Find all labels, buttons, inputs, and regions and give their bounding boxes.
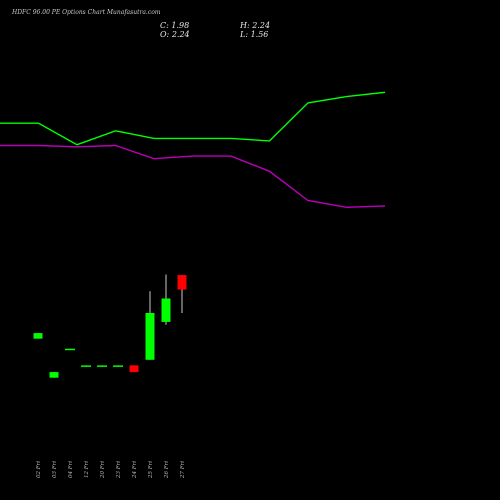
- candle-1: [33, 333, 43, 339]
- candle-10: [177, 275, 187, 313]
- high-label: H:: [240, 21, 250, 30]
- candle-body: [161, 298, 171, 322]
- candle-body: [145, 313, 155, 360]
- candle-5: [97, 365, 107, 367]
- x-tick-label: 02 Fri: [36, 461, 42, 478]
- candle-body: [113, 365, 123, 367]
- high-readout: H: 2.24: [240, 21, 270, 30]
- candle-body: [81, 365, 91, 367]
- close-value: 1.98: [171, 21, 190, 30]
- low-label: L:: [240, 30, 249, 39]
- upper-band-line: [0, 91, 386, 146]
- x-tick-label: 23 Fri: [116, 461, 122, 479]
- candle-2: [49, 372, 59, 378]
- x-tick-label: 25 Fri: [148, 461, 154, 479]
- low-readout: L: 1.56: [240, 30, 268, 39]
- candle-body: [177, 275, 187, 290]
- low-value: 1.56: [250, 30, 269, 39]
- x-tick-label: 04 Fri: [68, 461, 74, 478]
- open-readout: O: 2.24: [160, 30, 190, 39]
- candle-3: [65, 348, 75, 351]
- x-tick-label: 12 Fri: [84, 461, 90, 478]
- x-tick-label: 20 Fri: [100, 461, 106, 479]
- page-title: HDFC 96.00 PE Options Chart Munafasutra.…: [12, 9, 161, 16]
- candle-body: [65, 348, 75, 351]
- x-axis-labels: 02 Fri 03 Fri 04 Fri 12 Fri 20 Fri 23 Fri 24 F…: [36, 461, 186, 479]
- high-value: 2.24: [252, 21, 271, 30]
- open-value: 2.24: [171, 30, 190, 39]
- candlesticks: [33, 274, 187, 378]
- candle-6: [113, 365, 123, 367]
- candle-8: [145, 291, 155, 360]
- candle-body: [129, 365, 139, 373]
- x-tick-label: 26 Fri: [164, 461, 170, 479]
- close-label: C:: [160, 21, 169, 30]
- close-readout: C: 1.98: [160, 21, 189, 30]
- lower-band-line: [0, 144, 386, 209]
- candle-9: [161, 274, 171, 325]
- open-label: O:: [160, 30, 170, 39]
- indicator-bands: [0, 91, 386, 209]
- candle-4: [81, 365, 91, 367]
- candle-body: [49, 372, 59, 378]
- x-tick-label: 24 Fri: [132, 461, 138, 479]
- candle-body: [33, 333, 43, 339]
- x-tick-label: 27 Fri: [180, 461, 186, 479]
- candle-body: [97, 365, 107, 367]
- x-tick-label: 03 Fri: [52, 461, 58, 478]
- candle-7: [129, 365, 139, 373]
